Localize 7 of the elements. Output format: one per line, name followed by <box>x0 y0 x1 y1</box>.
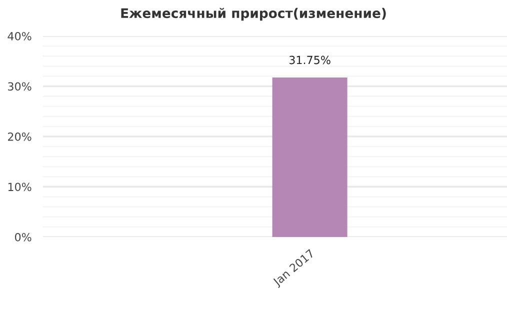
y-tick-label: 40% <box>8 32 32 40</box>
y-tick-label: 10% <box>8 182 32 192</box>
data-label: 31.75% <box>289 56 330 64</box>
y-tick-label: 20% <box>8 132 32 141</box>
y-tick-label: 30% <box>8 82 32 91</box>
chart-title: Ежемесячный прирост(изменение) <box>121 8 386 21</box>
y-tick-label: 0% <box>14 232 32 242</box>
